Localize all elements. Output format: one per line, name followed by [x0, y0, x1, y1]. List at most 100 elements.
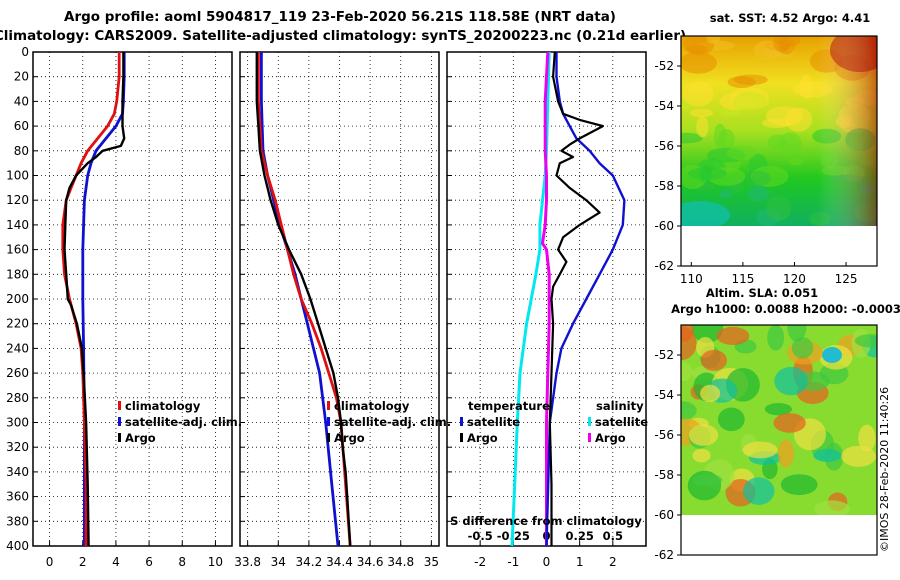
map-y-tick-label: -54	[654, 388, 674, 402]
map-x-tick-label: 120	[783, 272, 806, 286]
legend-label-temp-satellite: satellite	[467, 415, 520, 429]
sst-map-frame	[680, 35, 878, 267]
legend-swatch-sal-satellite	[588, 417, 591, 426]
y-tick-label: 380	[6, 514, 29, 528]
map-y-tick-label: -62	[654, 548, 674, 562]
y-tick-label: 220	[6, 317, 29, 331]
y-tick-label: 120	[6, 193, 29, 207]
map-y-tick-label: -52	[654, 59, 674, 73]
sla-cyan-patch	[822, 347, 842, 363]
x-tick-label: 2	[609, 555, 617, 569]
sla-texture	[681, 325, 877, 515]
legend-label-sal-satellite: satellite	[595, 415, 648, 429]
salinity-difference-tick-label: -0.5	[468, 529, 493, 543]
sla-texture-blob	[767, 325, 785, 351]
sla-map-frame	[680, 324, 878, 556]
sla-texture-blob	[854, 334, 877, 348]
y-tick-label: 180	[6, 267, 29, 281]
y-tick-label: 0	[21, 45, 29, 59]
sla-texture-blob	[743, 477, 775, 505]
y-tick-label: 280	[6, 391, 29, 405]
x-tick-label: 34.8	[387, 555, 414, 569]
legend-swatch-climatology	[118, 401, 121, 410]
y-tick-label: 200	[6, 292, 29, 306]
x-tick-label: 0	[46, 555, 54, 569]
sla-texture-blob	[692, 448, 711, 463]
map-y-tick-label: -60	[654, 219, 674, 233]
x-tick-label: 8	[178, 555, 186, 569]
legend-swatch-temp-satellite	[460, 417, 463, 426]
series-line-argo	[63, 52, 126, 547]
salinity-difference-tick-label: 0.5	[603, 529, 623, 543]
sla-texture-blob	[692, 474, 723, 487]
y-tick-label: 100	[6, 169, 29, 183]
sla-map-title-line2: Argo h1000: 0.0088 h2000: -0.00034	[671, 302, 900, 316]
chart-title-line2: Climatology: CARS2009. Satellite-adjuste…	[0, 28, 686, 44]
x-tick-label: 0	[543, 555, 551, 569]
map-x-tick-label: 110	[680, 272, 703, 286]
x-tick-label: 34.2	[296, 555, 323, 569]
y-tick-label: 80	[14, 144, 29, 158]
sla-texture-blob	[691, 325, 724, 343]
x-tick-label: 33.8	[234, 555, 261, 569]
x-tick-label: 10	[208, 555, 223, 569]
sst-map-axes: -52 -54 -56 -58 -60 -62 110 115 120 125	[654, 59, 857, 286]
salinity-difference-axis-label: S difference from climatology	[450, 514, 642, 528]
legend-swatch-argo	[118, 433, 121, 442]
y-tick-label: 20	[14, 70, 29, 84]
y-tick-label: 160	[6, 243, 29, 257]
map-y-tick-label: -52	[654, 348, 674, 362]
map-y-tick-label: -54	[654, 99, 674, 113]
x-tick-label: -2	[474, 555, 486, 569]
sla-texture-blob	[717, 407, 745, 432]
legend-title-salinity: salinity	[596, 399, 644, 413]
salinity-legend: climatology satellite-adj. clim. Argo	[327, 399, 451, 445]
y-tick-label: 400	[6, 539, 29, 553]
y-tick-label: 60	[14, 119, 29, 133]
sla-texture-blob	[742, 441, 778, 459]
sla-texture-blob	[716, 326, 750, 346]
salinity-panel: 33.8 34 34.2 34.4 34.6 34.8 35	[234, 51, 440, 569]
sst-no-data	[681, 226, 877, 266]
legend-label-climatology: climatology	[334, 399, 410, 413]
legend-label-temp-argo: Argo	[467, 431, 498, 445]
legend-label-sal-argo: Argo	[595, 431, 626, 445]
sla-texture-blob	[773, 413, 806, 433]
x-tick-label: 1	[576, 555, 584, 569]
chart-title-line1: Argo profile: aoml 5904817_119 23-Feb-20…	[64, 9, 616, 25]
legend-swatch-satellite	[327, 417, 330, 426]
x-tick-label: 2	[79, 555, 87, 569]
sla-texture-blob	[764, 403, 792, 416]
map-y-tick-label: -56	[654, 139, 674, 153]
sst-warm-shade	[681, 36, 877, 226]
sla-texture-blob	[700, 349, 727, 371]
series-line-temperature-satellite	[545, 52, 626, 547]
y-tick-label: 40	[14, 94, 29, 108]
sla-texture-blob	[700, 384, 721, 403]
sla-no-data	[681, 515, 877, 555]
y-tick-label: 240	[6, 341, 29, 355]
legend-label-argo: Argo	[334, 431, 365, 445]
map-y-tick-label: -62	[654, 259, 674, 273]
x-tick-label: 34.4	[326, 555, 353, 569]
sla-texture-blob	[841, 445, 876, 467]
copyright-credit: ©IMOS 28-Feb-2020 11:40:26	[878, 387, 891, 552]
legend-swatch-satellite	[118, 417, 121, 426]
y-tick-label: 340	[6, 465, 29, 479]
map-y-tick-label: -60	[654, 508, 674, 522]
sla-map-title-line1: Altim. SLA: 0.051	[706, 286, 818, 300]
sla-texture-blob	[787, 325, 807, 343]
sla-texture-blob	[858, 424, 876, 452]
salinity-plot-frame	[239, 51, 440, 547]
temperature-panel: 0 2 4 6 8 10	[32, 51, 233, 569]
legend-title-temperature: temperature	[468, 399, 550, 413]
difference-panel: -2 -1 0 1 2-0.5 -0.25 0 0.25 0.5	[446, 51, 647, 569]
series-line-salinity-argo	[541, 51, 551, 546]
sla-texture-blob	[681, 326, 697, 360]
sla-map-axes: -52 -54 -56 -58 -60 -62	[654, 348, 681, 562]
legend-swatch-sal-argo	[588, 433, 591, 442]
sla-texture-blob	[780, 474, 818, 496]
map-x-tick-label: 115	[731, 272, 754, 286]
sla-map-panel: Altim. SLA: 0.051 Argo h1000: 0.0088 h20…	[654, 286, 900, 562]
